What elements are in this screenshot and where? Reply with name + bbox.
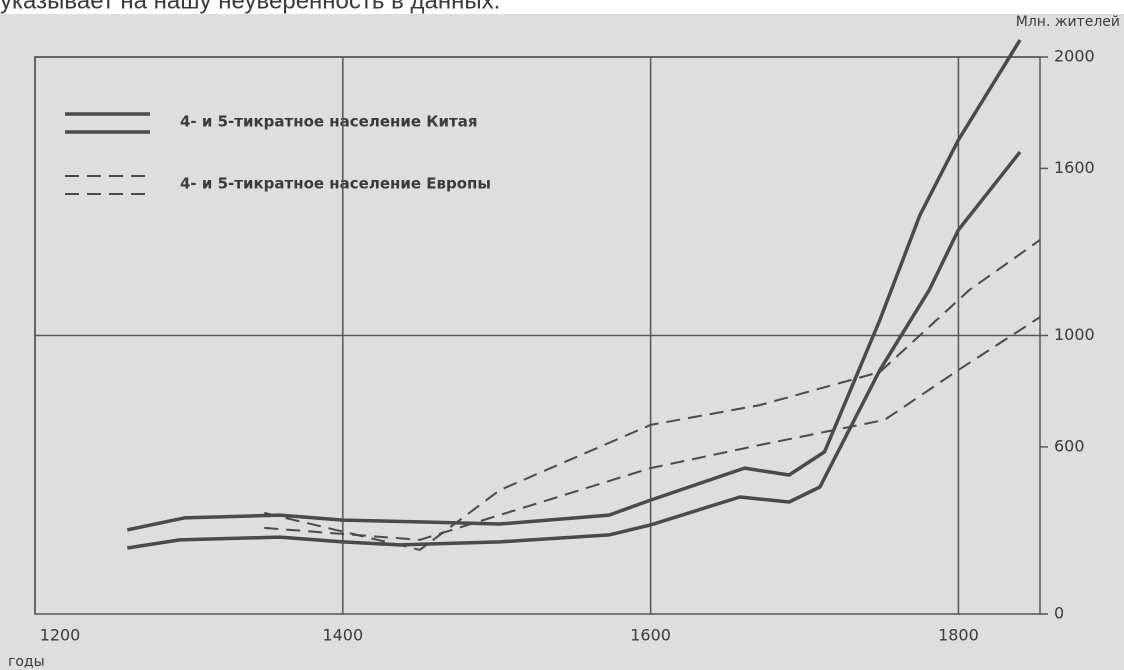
x-tick-label: 1400 bbox=[322, 626, 363, 645]
series-line bbox=[126, 39, 1022, 532]
series-line bbox=[127, 150, 1022, 550]
legend: 4- и 5-тикратное население Китая 4- и 5-т… bbox=[65, 112, 491, 195]
y-axis-label: Млн. жителей bbox=[1016, 14, 1120, 30]
x-tick-label: 1200 bbox=[40, 626, 81, 645]
x-tick-label: 1600 bbox=[630, 626, 671, 645]
x-axis-label: годы bbox=[8, 654, 45, 670]
series-line bbox=[264, 316, 1041, 541]
legend-label: 4- и 5-тикратное население Китая bbox=[180, 113, 477, 131]
legend-label: 4- и 5-тикратное население Европы bbox=[180, 175, 491, 193]
caption: указывает на нашу неуверенность в данных… bbox=[0, 0, 500, 14]
y-tick-label: 600 bbox=[1054, 436, 1085, 455]
y-tick-label: 0 bbox=[1054, 604, 1064, 623]
x-tick-label: 1800 bbox=[938, 626, 979, 645]
y-tick-label: 2000 bbox=[1054, 47, 1095, 66]
y-tick-label: 1000 bbox=[1054, 325, 1095, 344]
series-line bbox=[264, 239, 1041, 551]
scan-bg bbox=[0, 14, 1124, 670]
y-tick-label: 1600 bbox=[1054, 158, 1095, 177]
